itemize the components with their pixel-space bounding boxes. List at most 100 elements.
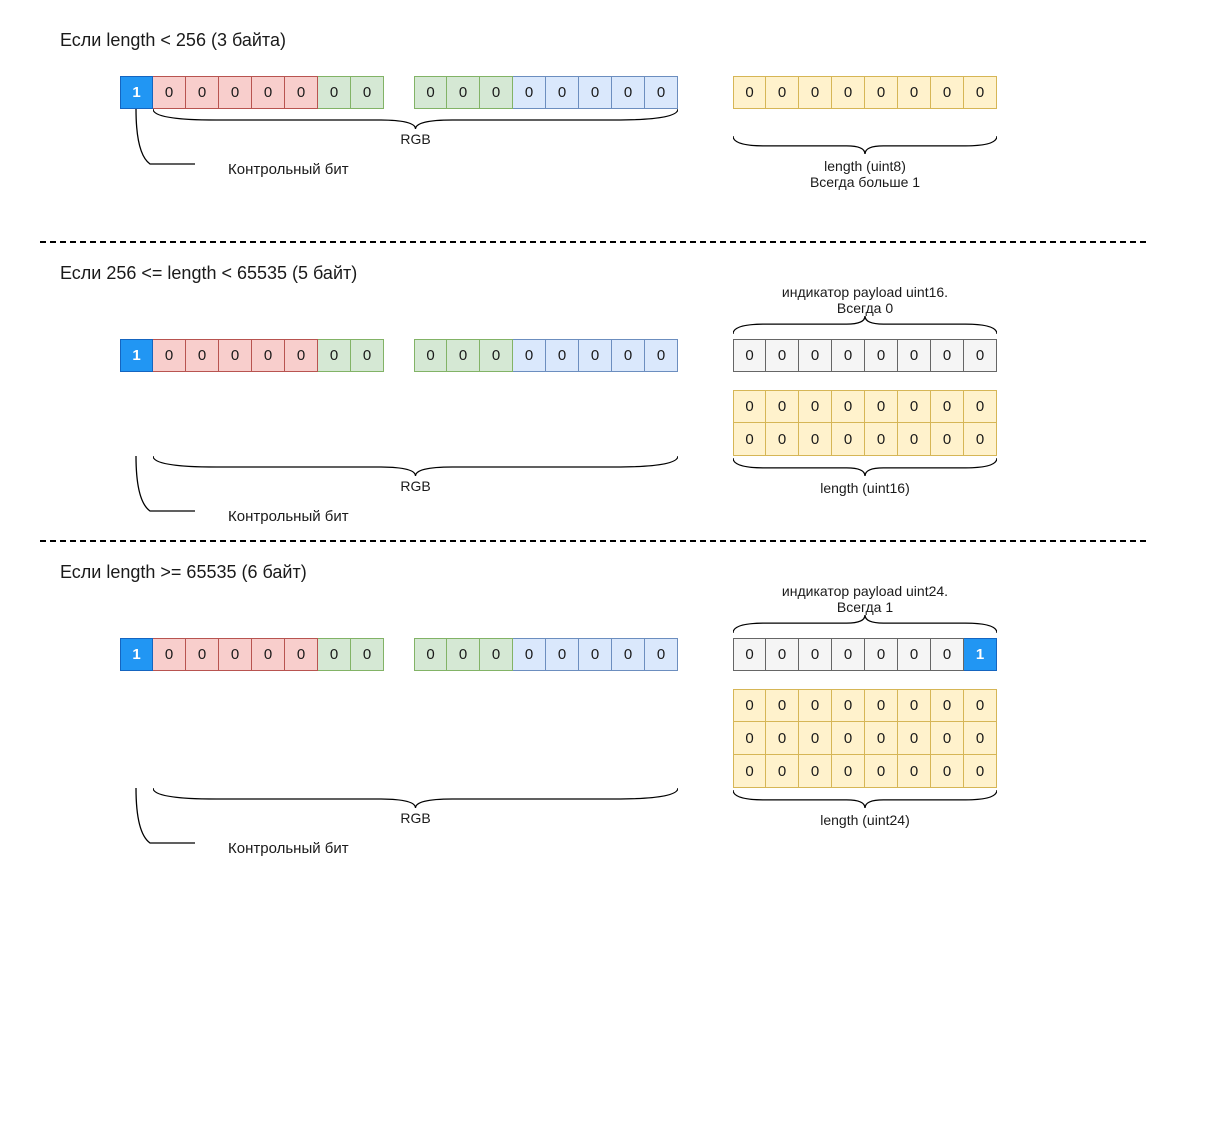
bit-cell: 0 [252, 339, 285, 372]
bit-cell: 0 [733, 76, 766, 109]
bit-cell: 0 [186, 76, 219, 109]
length-label: length (uint8)Всегда больше 1 [733, 158, 997, 190]
gap [678, 638, 733, 671]
section-title: Если length < 256 (3 байта) [60, 30, 1206, 51]
bit-cell: 0 [931, 390, 964, 423]
bit-cell: 0 [898, 390, 931, 423]
section-divider [40, 241, 1146, 243]
bit-cell: 0 [964, 390, 997, 423]
gap [384, 339, 414, 372]
bit-cell: 0 [799, 638, 832, 671]
bit-cell: 0 [799, 339, 832, 372]
bit-cell: 0 [733, 689, 766, 722]
right-block: 00000000 [733, 76, 997, 109]
bit-cell: 0 [480, 638, 513, 671]
bit-cell: 0 [799, 722, 832, 755]
bit-cell: 0 [733, 722, 766, 755]
bit-cell: 0 [799, 423, 832, 456]
bit-cell: 0 [252, 638, 285, 671]
bit-cell: 0 [318, 339, 351, 372]
indicator-brace: индикатор payload uint24.Всегда 1 [733, 583, 997, 633]
length-label: length (uint16) [733, 480, 997, 496]
control-bit-pointer [120, 788, 153, 858]
right-block: 00000001000000000000000000000000 [733, 638, 997, 788]
bit-cell: 0 [153, 339, 186, 372]
right-block: 000000000000000000000000 [733, 339, 997, 456]
bit-cell: 0 [766, 76, 799, 109]
bit-cell: 0 [931, 423, 964, 456]
bit-cell: 0 [612, 638, 645, 671]
bit-cell: 0 [153, 638, 186, 671]
bit-cell: 0 [931, 689, 964, 722]
bit-cell: 0 [733, 390, 766, 423]
control-bit-cell: 1 [120, 638, 153, 671]
bit-cell: 0 [579, 638, 612, 671]
length-brace: length (uint24) [733, 790, 997, 828]
bit-cell: 0 [219, 638, 252, 671]
bit-cell: 0 [480, 339, 513, 372]
bit-cell: 0 [865, 423, 898, 456]
section-body: индикатор payload uint16.Всегда 0 100000… [0, 284, 1206, 525]
bit-cell: 0 [799, 755, 832, 788]
rgb-label: RGB [153, 810, 678, 826]
bit-cell: 0 [351, 76, 384, 109]
byte-row: 1000000000000000000000010000000000000000… [120, 638, 1206, 788]
bit-cell: 0 [832, 76, 865, 109]
bit-cell: 0 [186, 339, 219, 372]
bit-cell: 0 [612, 76, 645, 109]
byte-group: 10000000 [120, 638, 384, 671]
bit-cell: 0 [898, 689, 931, 722]
bit-cell: 0 [832, 423, 865, 456]
byte-group: 00000000 [733, 689, 997, 722]
bit-cell: 0 [546, 76, 579, 109]
byte-group: 00000000 [733, 76, 997, 109]
bit-cell: 0 [513, 339, 546, 372]
bit-cell: 0 [799, 689, 832, 722]
bit-cell: 0 [964, 755, 997, 788]
bit-cell: 0 [285, 76, 318, 109]
bit-cell: 0 [931, 638, 964, 671]
bit-cell: 0 [447, 339, 480, 372]
byte-group: 00000000 [414, 638, 678, 671]
bit-cell: 0 [799, 390, 832, 423]
bit-cell: 0 [733, 755, 766, 788]
bit-cell: 0 [645, 76, 678, 109]
byte-row: 1000000000000000000000000000000000000000 [120, 339, 1206, 456]
bit-cell: 0 [546, 638, 579, 671]
bit-cell: 0 [898, 423, 931, 456]
byte-group: 00000000 [733, 722, 997, 755]
byte-group: 00000000 [733, 390, 997, 423]
gap [384, 638, 414, 671]
byte-group: 00000000 [414, 339, 678, 372]
bit-cell: 0 [219, 76, 252, 109]
bit-cell: 0 [414, 339, 447, 372]
bit-cell: 0 [447, 76, 480, 109]
gap [678, 76, 733, 109]
indicator-label: индикатор payload uint24.Всегда 1 [733, 583, 997, 615]
bit-cell: 0 [733, 423, 766, 456]
indicator-brace: индикатор payload uint16.Всегда 0 [733, 284, 997, 334]
bit-cell: 0 [351, 638, 384, 671]
bit-cell: 0 [285, 339, 318, 372]
bit-cell: 0 [285, 638, 318, 671]
bit-cell: 0 [832, 755, 865, 788]
bit-cell: 0 [931, 76, 964, 109]
bit-cell: 0 [865, 722, 898, 755]
bit-cell: 0 [964, 339, 997, 372]
bit-cell: 0 [579, 76, 612, 109]
bit-cell: 0 [579, 339, 612, 372]
brace-up-icon [733, 615, 997, 633]
byte-group: 00000000 [733, 339, 997, 372]
byte-group: 10000000 [120, 339, 384, 372]
control-bit-pointer [120, 456, 153, 526]
length-brace: length (uint8)Всегда больше 1 [733, 136, 997, 190]
bit-cell: 0 [898, 339, 931, 372]
bit-cell: 0 [318, 638, 351, 671]
byte-group: 00000000 [414, 76, 678, 109]
bit-cell: 0 [766, 339, 799, 372]
bit-cell: 0 [865, 638, 898, 671]
gap [678, 339, 733, 372]
bit-cell: 0 [832, 390, 865, 423]
bit-cell: 0 [964, 76, 997, 109]
gap [384, 76, 414, 109]
